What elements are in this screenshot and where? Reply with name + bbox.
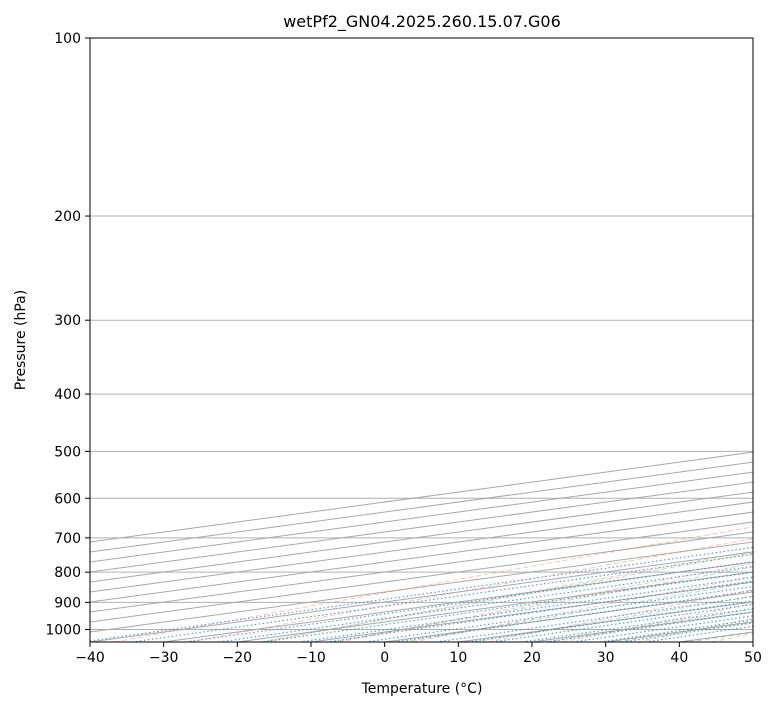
chart-title: wetPf2_GN04.2025.260.15.07.G06 (283, 12, 561, 32)
moist-adiabat-line (260, 552, 753, 642)
dry-adiabat-line (711, 632, 753, 642)
mixing-ratio-line (299, 576, 753, 642)
isotherm-line (90, 481, 753, 573)
moist-adiabat-line (332, 566, 753, 642)
y-tick-label: 1000 (45, 622, 81, 638)
y-tick-label: 500 (54, 444, 81, 460)
x-tick-label: 0 (380, 650, 389, 666)
y-axis: 1000 900 800 700 600 500 400 300 200 100 (45, 31, 90, 638)
y-axis-label: Pressure (hPa) (13, 290, 29, 390)
isotherm-line (531, 611, 753, 642)
mixing-ratio-line (365, 585, 753, 642)
isotherm-line (605, 621, 753, 642)
dry-adiabat-line (636, 617, 753, 642)
x-tick-label: −40 (75, 650, 105, 666)
isotherm-line (90, 551, 753, 642)
plot-frame (89, 37, 754, 643)
isotherm-line (752, 641, 753, 642)
x-tick-label: 30 (597, 650, 615, 666)
moist-adiabat-line (689, 631, 753, 642)
y-tick-label: 800 (54, 565, 81, 581)
isotherm-line (310, 581, 753, 642)
mixing-ratio-line (436, 595, 753, 642)
isotherm-line (90, 511, 753, 603)
moist-adiabat-line (403, 581, 753, 642)
x-tick-label: −20 (223, 650, 253, 666)
x-tick-label: 50 (744, 650, 762, 666)
isotherm-line (90, 471, 753, 563)
dry-adiabat-line (338, 562, 753, 642)
x-tick-label: −30 (149, 650, 179, 666)
isotherm-line (90, 521, 753, 613)
moist-adiabat-line (544, 608, 753, 642)
isotherm-line (90, 541, 753, 633)
x-axis-label: Temperature (°C) (361, 681, 483, 697)
x-tick-label: 40 (670, 650, 688, 666)
plot-area (90, 38, 753, 642)
y-tick-label: 600 (54, 491, 81, 507)
isotherm-line (90, 531, 753, 623)
isotherm-line (90, 461, 753, 553)
isotherm-line (679, 631, 753, 642)
dry-adiabat-line (263, 550, 753, 642)
y-tick-label: 200 (54, 209, 81, 225)
x-tick-label: −10 (296, 650, 326, 666)
x-tick-label: 10 (449, 650, 467, 666)
mixing-ratio-line (326, 580, 753, 642)
isotherm-line (90, 501, 753, 593)
dry-adiabat-line (412, 575, 753, 642)
y-tick-label: 400 (54, 387, 81, 403)
mixing-ratio-line (262, 571, 753, 642)
isotherm-line (384, 591, 753, 642)
y-tick-label: 100 (54, 31, 81, 47)
dry-adiabat-line (562, 603, 753, 642)
x-axis: −40 −30 −20 −10 0 10 20 30 40 50 (75, 642, 762, 666)
x-tick-label: 20 (523, 650, 541, 666)
dry-adiabat-line (487, 589, 753, 642)
dry-adiabat-line (114, 526, 753, 642)
y-tick-label: 900 (54, 595, 81, 611)
moist-adiabat-line (473, 595, 753, 642)
y-tick-label: 700 (54, 531, 81, 547)
isotherm-line (90, 451, 753, 543)
isotherm-line (90, 491, 753, 583)
mixing-ratio-line (546, 611, 753, 642)
y-tick-label: 300 (54, 313, 81, 329)
